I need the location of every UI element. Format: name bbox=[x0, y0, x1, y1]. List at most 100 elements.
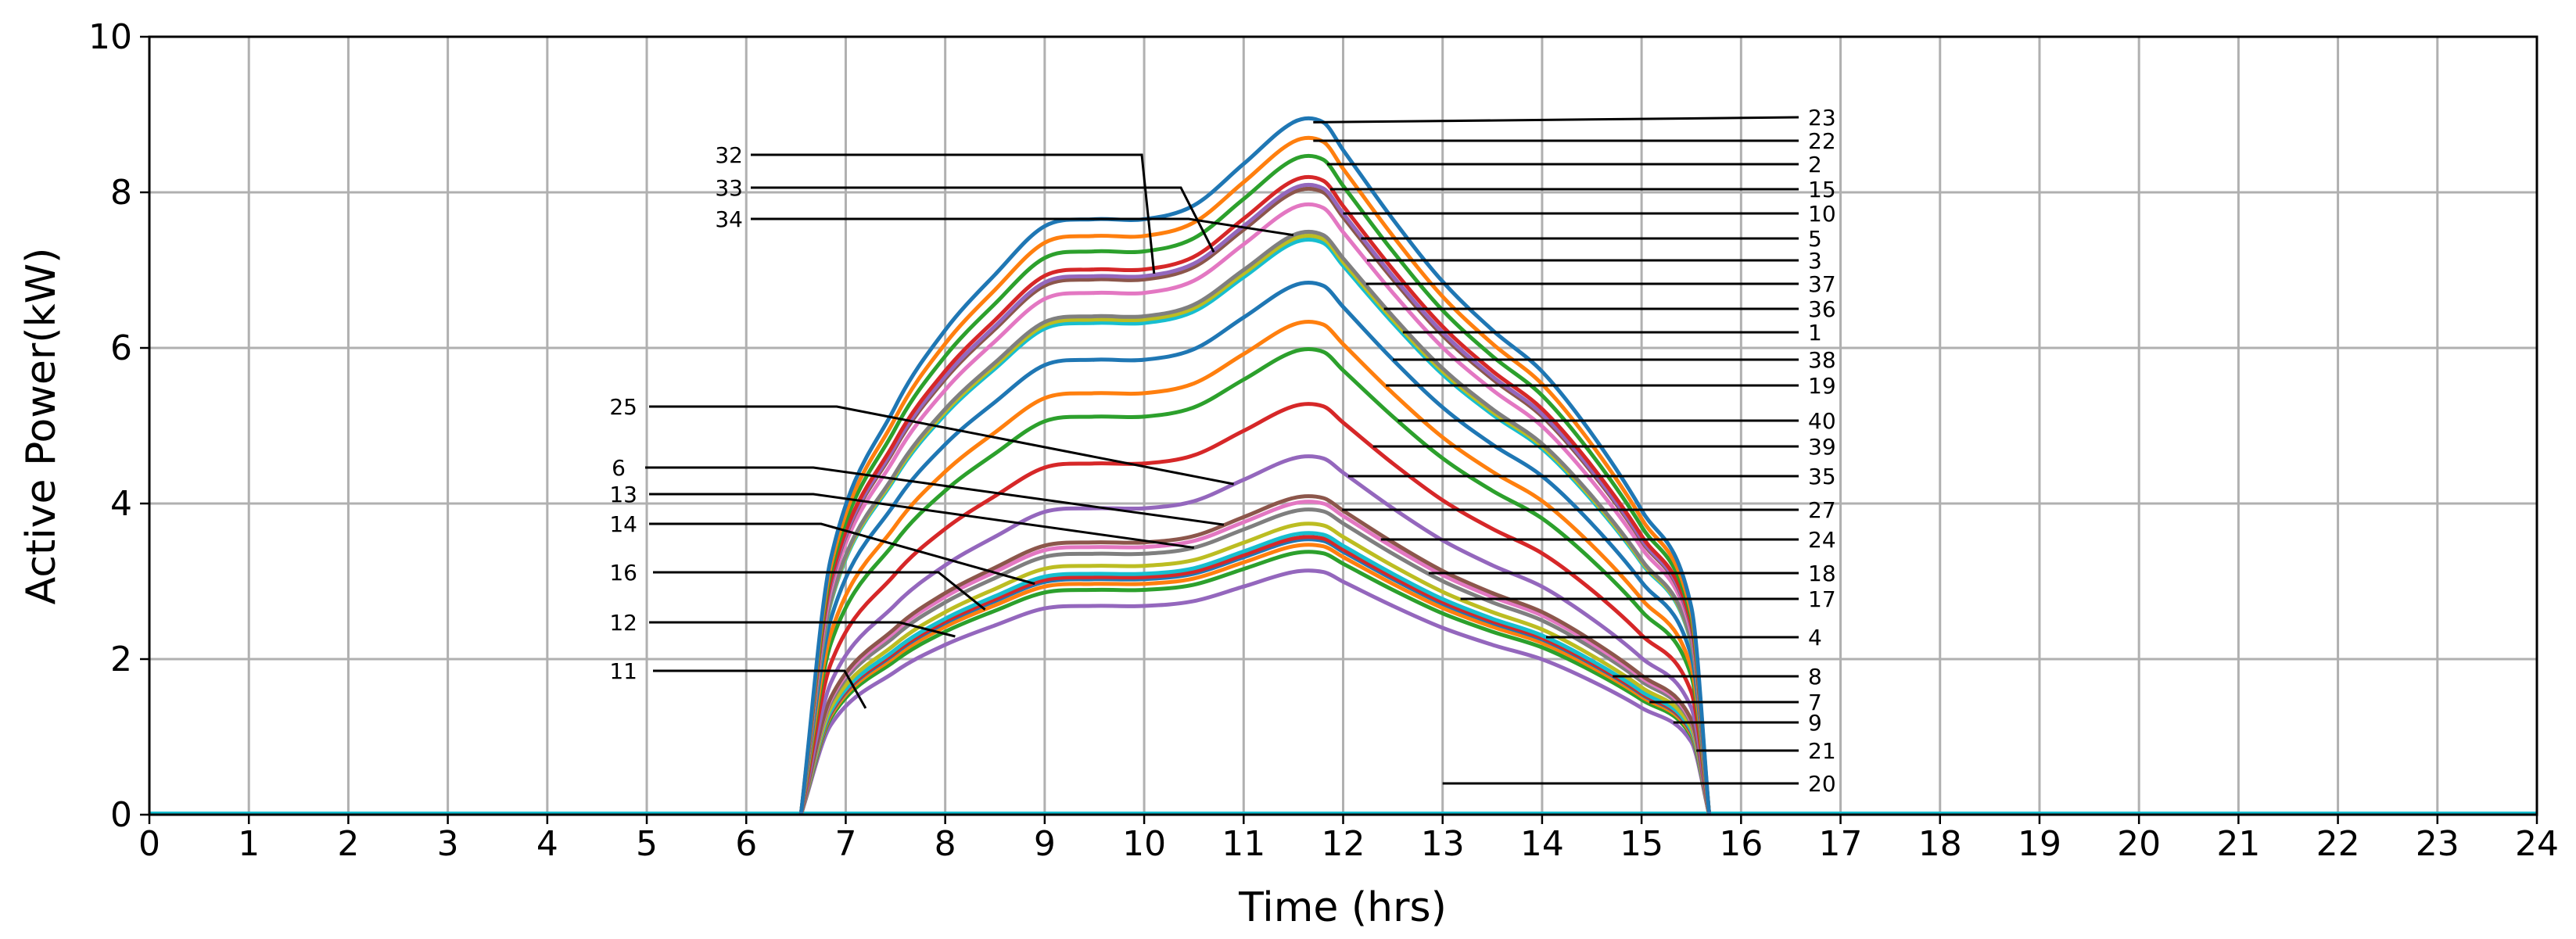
annotation-label-22: 22 bbox=[1808, 128, 1836, 154]
x-tick-label: 11 bbox=[1222, 824, 1265, 864]
annotation-label-17: 17 bbox=[1808, 586, 1836, 612]
series-line-17 bbox=[798, 521, 1712, 815]
annotation-label-9: 9 bbox=[1808, 710, 1822, 736]
series-line-20 bbox=[798, 568, 1712, 815]
annotation-label-25: 25 bbox=[609, 394, 637, 420]
series-line-37 bbox=[798, 229, 1712, 815]
x-tick-label: 14 bbox=[1520, 824, 1564, 864]
annotation-label-7: 7 bbox=[1808, 690, 1822, 715]
series-line-3 bbox=[798, 202, 1712, 815]
x-axis-label: Time (hrs) bbox=[1238, 884, 1447, 931]
annotation-leader-12 bbox=[649, 621, 956, 638]
annotation-label-33: 33 bbox=[715, 175, 743, 201]
annotation-label-35: 35 bbox=[1808, 464, 1836, 489]
annotation-leader-33 bbox=[751, 186, 1215, 253]
annotation-label-1: 1 bbox=[1808, 320, 1822, 346]
y-tick-label: 2 bbox=[110, 640, 132, 679]
annotation-leader-13 bbox=[649, 493, 1194, 549]
x-tick-label: 15 bbox=[1620, 824, 1663, 864]
annotation-label-6: 6 bbox=[612, 455, 626, 481]
annotation-label-5: 5 bbox=[1808, 226, 1822, 252]
annotation-label-27: 27 bbox=[1808, 497, 1836, 523]
annotation-label-3: 3 bbox=[1808, 248, 1822, 274]
x-axis-ticks: 0 1 2 3 4 5 6 7 8 9 10 11 12 13 14 15 16 17 18 19 20 21 22 23 24 bbox=[138, 815, 2559, 864]
series-line-15 bbox=[798, 174, 1712, 815]
x-tick-label: 10 bbox=[1122, 824, 1166, 864]
annotation-leader-6 bbox=[645, 466, 1225, 526]
series-line-2 bbox=[798, 153, 1712, 815]
series-line-7 bbox=[798, 543, 1712, 815]
series-line-22 bbox=[798, 135, 1712, 815]
x-tick-label: 23 bbox=[2416, 824, 2459, 864]
annotation-label-14: 14 bbox=[609, 511, 637, 537]
x-tick-label: 12 bbox=[1322, 824, 1365, 864]
annotation-label-38: 38 bbox=[1808, 347, 1836, 373]
annotation-label-32: 32 bbox=[715, 142, 743, 168]
annotation-label-15: 15 bbox=[1808, 177, 1836, 202]
x-tick-label: 2 bbox=[337, 824, 359, 864]
series-line-27 bbox=[798, 494, 1712, 815]
x-tick-label: 7 bbox=[834, 824, 856, 864]
x-tick-label: 9 bbox=[1034, 824, 1056, 864]
y-tick-label: 8 bbox=[110, 173, 132, 213]
x-tick-label: 21 bbox=[2216, 824, 2260, 864]
annotation-label-2: 2 bbox=[1808, 152, 1822, 177]
annotation-label-19: 19 bbox=[1808, 373, 1836, 399]
x-tick-label: 16 bbox=[1719, 824, 1763, 864]
annotation-label-36: 36 bbox=[1808, 296, 1836, 322]
annotation-leader-34 bbox=[751, 217, 1294, 237]
annotation-label-23: 23 bbox=[1808, 105, 1836, 131]
series-line-23 bbox=[798, 116, 1712, 815]
annotation-label-39: 39 bbox=[1808, 434, 1836, 460]
series-lines bbox=[149, 116, 2537, 815]
x-tick-label: 1 bbox=[238, 824, 260, 864]
series-line-38 bbox=[798, 280, 1712, 815]
annotation-label-10: 10 bbox=[1808, 201, 1836, 227]
y-tick-label: 0 bbox=[110, 795, 132, 835]
series-line-18 bbox=[798, 507, 1712, 815]
x-tick-label: 22 bbox=[2316, 824, 2360, 864]
x-tick-label: 0 bbox=[138, 824, 160, 864]
x-tick-label: 6 bbox=[735, 824, 757, 864]
annotation-label-8: 8 bbox=[1808, 664, 1822, 690]
series-line-4 bbox=[798, 531, 1712, 815]
annotation-label-4: 4 bbox=[1808, 625, 1822, 650]
x-tick-label: 19 bbox=[2018, 824, 2061, 864]
annotation-label-37: 37 bbox=[1808, 271, 1836, 297]
annotation-leader-11 bbox=[653, 669, 867, 709]
annotation-label-34: 34 bbox=[715, 206, 743, 232]
x-tick-label: 17 bbox=[1819, 824, 1863, 864]
x-tick-label: 5 bbox=[636, 824, 658, 864]
annotation-label-40: 40 bbox=[1808, 408, 1836, 434]
annotation-label-21: 21 bbox=[1808, 738, 1836, 764]
x-tick-label: 24 bbox=[2515, 824, 2559, 864]
series-line-9 bbox=[798, 550, 1712, 815]
series-line-19 bbox=[798, 319, 1712, 815]
x-tick-label: 18 bbox=[1918, 824, 1962, 864]
x-tick-label: 20 bbox=[2117, 824, 2161, 864]
annotation-label-12: 12 bbox=[609, 610, 637, 636]
line-annotations: 3233342561314161211232221510533736138194… bbox=[609, 105, 1835, 797]
annotation-leader-23 bbox=[1313, 116, 1799, 124]
y-axis-label: Active Power(kW) bbox=[18, 248, 65, 605]
annotation-label-24: 24 bbox=[1808, 527, 1836, 553]
annotation-leader-25 bbox=[649, 405, 1234, 486]
x-tick-label: 13 bbox=[1421, 824, 1465, 864]
annotation-label-16: 16 bbox=[609, 560, 637, 586]
annotation-leader-16 bbox=[653, 571, 986, 611]
series-line-39 bbox=[798, 402, 1712, 815]
annotation-leader-32 bbox=[751, 153, 1156, 274]
x-tick-label: 8 bbox=[935, 824, 956, 864]
annotation-label-13: 13 bbox=[609, 482, 637, 507]
annotation-leader-14 bbox=[649, 522, 1035, 586]
y-tick-label: 10 bbox=[88, 17, 132, 57]
y-axis-ticks: 0 2 4 6 8 10 bbox=[88, 17, 149, 835]
annotation-label-11: 11 bbox=[609, 658, 637, 684]
x-tick-label: 4 bbox=[536, 824, 558, 864]
y-tick-label: 6 bbox=[110, 328, 132, 368]
y-tick-label: 4 bbox=[110, 484, 132, 524]
series-line-24 bbox=[798, 500, 1712, 815]
x-tick-label: 3 bbox=[437, 824, 459, 864]
series-line-10 bbox=[798, 182, 1712, 815]
